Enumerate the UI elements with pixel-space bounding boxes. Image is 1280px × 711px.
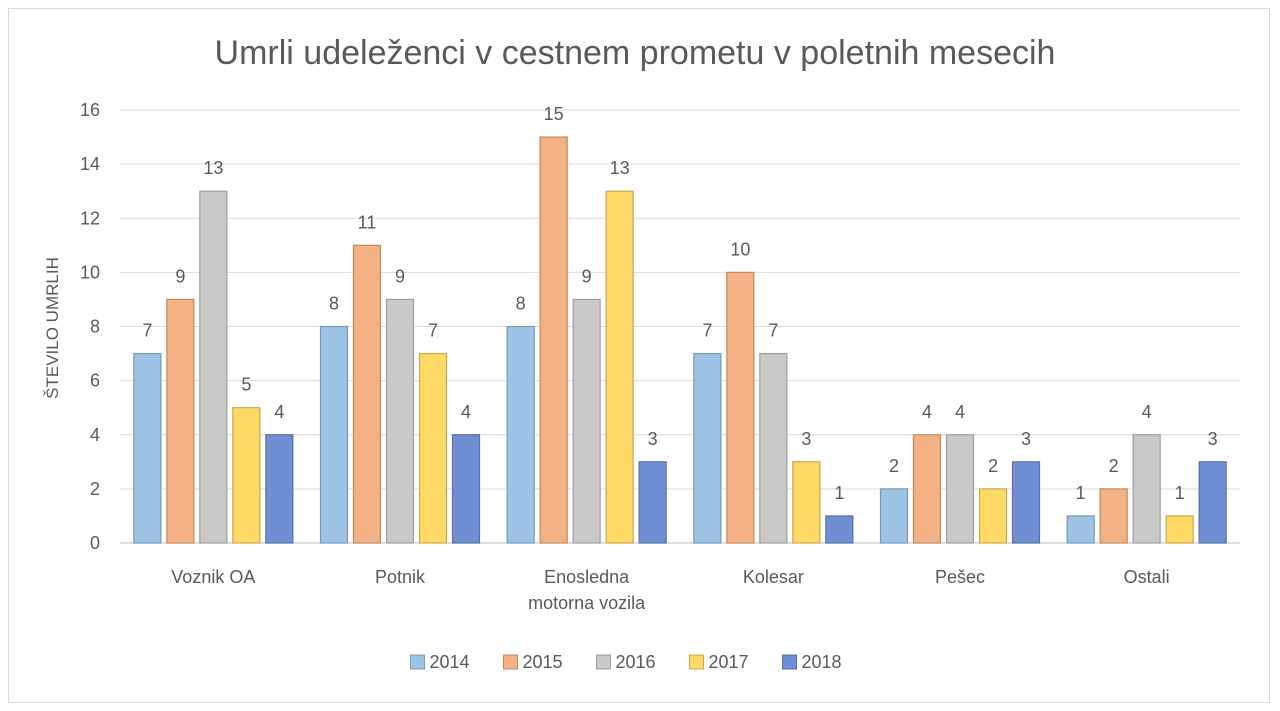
chart-title: Umrli udeleženci v cestnem prometu v pol… xyxy=(215,34,1056,72)
gridlines xyxy=(120,109,1240,544)
data-label: 8 xyxy=(516,294,526,314)
bar-2017 xyxy=(605,190,634,544)
y-tick-label: 16 xyxy=(80,100,100,120)
data-label: 5 xyxy=(241,375,251,395)
y-tick-label: 0 xyxy=(90,533,100,553)
bar-2018 xyxy=(265,434,294,544)
bar-2015 xyxy=(726,271,755,544)
category-labels: Voznik OA Potnik Enosledna motorna vozila Ko… xyxy=(171,567,1169,613)
data-label: 4 xyxy=(955,402,965,422)
data-label: 2 xyxy=(988,456,998,476)
bar-2018 xyxy=(638,461,667,544)
data-label: 4 xyxy=(274,402,284,422)
data-label: 4 xyxy=(461,402,471,422)
y-tick-label: 14 xyxy=(80,154,100,174)
legend-swatch-2015 xyxy=(503,654,518,670)
data-label: 10 xyxy=(730,239,750,259)
bar-2017 xyxy=(1165,515,1194,544)
data-label: 4 xyxy=(922,402,932,422)
data-label: 1 xyxy=(1076,483,1086,503)
bar-2014 xyxy=(693,352,722,544)
legend-label: 2015 xyxy=(523,652,563,672)
category-label: Ostali xyxy=(1124,567,1170,587)
y-tick-label: 4 xyxy=(90,425,100,445)
data-label: 7 xyxy=(702,321,712,341)
legend-swatch-2017 xyxy=(689,654,704,670)
data-label: 15 xyxy=(544,104,564,124)
bar-2016 xyxy=(385,298,415,544)
legend: 2014 2015 2016 2017 2018 xyxy=(410,652,842,672)
legend-label: 2017 xyxy=(709,652,749,672)
bar-2015 xyxy=(539,136,568,544)
category-label: Enosledna xyxy=(544,567,630,587)
y-axis-label: ŠTEVILO UMRLIH xyxy=(43,257,62,399)
data-label: 4 xyxy=(1142,402,1152,422)
bar-2016 xyxy=(572,298,601,544)
data-label: 7 xyxy=(428,321,438,341)
bar-2017 xyxy=(418,352,448,544)
bar-2016 xyxy=(945,434,975,544)
bar-2018 xyxy=(825,515,854,544)
data-label: 3 xyxy=(1021,429,1031,449)
y-tick-label: 8 xyxy=(90,317,100,337)
bar-2017 xyxy=(978,488,1008,544)
category-label: Potnik xyxy=(375,567,426,587)
category-label: motorna vozila xyxy=(528,593,646,613)
data-label: 1 xyxy=(1175,483,1185,503)
legend-swatch-2014 xyxy=(410,654,425,670)
bar-2014 xyxy=(879,488,909,544)
data-label: 1 xyxy=(834,483,844,503)
data-label: 3 xyxy=(801,429,811,449)
bar-2015 xyxy=(352,244,382,544)
bar-2015 xyxy=(1099,488,1128,544)
bar-2017 xyxy=(792,461,821,544)
data-label: 3 xyxy=(648,429,658,449)
y-tick-label: 2 xyxy=(90,479,100,499)
bar-2014 xyxy=(319,325,349,544)
bar-2018 xyxy=(1198,461,1227,544)
y-tick-label: 6 xyxy=(90,371,100,391)
legend-label: 2018 xyxy=(802,652,842,672)
y-tick-labels: 0 2 4 6 8 10 12 14 16 xyxy=(80,100,100,553)
bar-2014 xyxy=(133,352,162,544)
bar-2017 xyxy=(232,407,261,544)
bar-2016 xyxy=(759,352,788,544)
bar-2014 xyxy=(506,325,535,544)
category-label: Voznik OA xyxy=(171,567,255,587)
data-label: 13 xyxy=(610,158,630,178)
data-label: 9 xyxy=(395,266,405,286)
bar-2015 xyxy=(912,434,942,544)
category-label: Kolesar xyxy=(743,567,804,587)
data-label: 2 xyxy=(1109,456,1119,476)
y-tick-label: 12 xyxy=(80,208,100,228)
category-label: Pešec xyxy=(935,567,985,587)
legend-label: 2016 xyxy=(616,652,656,672)
bar-2018 xyxy=(451,434,481,544)
bar-2018 xyxy=(1011,461,1041,544)
legend-swatch-2016 xyxy=(596,654,611,670)
data-label: 9 xyxy=(582,266,592,286)
data-label: 9 xyxy=(175,266,185,286)
data-label: 3 xyxy=(1208,429,1218,449)
bar-2015 xyxy=(166,298,195,544)
legend-swatch-2018 xyxy=(782,654,797,670)
data-label: 8 xyxy=(329,294,339,314)
data-label: 11 xyxy=(358,212,377,232)
data-label: 13 xyxy=(203,158,223,178)
data-label: 7 xyxy=(142,321,152,341)
data-label: 2 xyxy=(889,456,899,476)
bar-series-group xyxy=(133,136,1227,544)
bar-2016 xyxy=(199,190,228,544)
data-label: 7 xyxy=(768,321,778,341)
bar-2016 xyxy=(1132,434,1161,544)
legend-label: 2014 xyxy=(430,652,470,672)
y-tick-label: 10 xyxy=(80,262,100,282)
bar-2014 xyxy=(1066,515,1095,544)
